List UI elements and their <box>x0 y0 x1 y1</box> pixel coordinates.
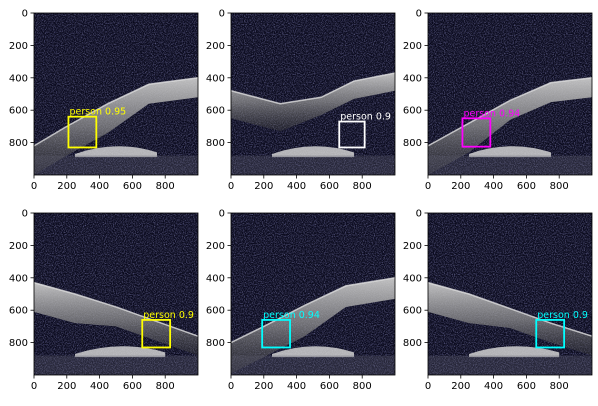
x-tick-label: 200 <box>57 381 76 392</box>
y-tick-label: 600 <box>206 306 225 317</box>
x-tick-label: 0 <box>425 381 431 392</box>
detection-box <box>67 115 98 149</box>
y-tick-label: 0 <box>22 209 28 220</box>
y-tick-label: 200 <box>206 41 225 52</box>
oct-grain <box>34 13 198 175</box>
detection-box <box>535 319 566 349</box>
axes-frame <box>427 12 593 176</box>
y-tick-label: 800 <box>206 138 225 149</box>
x-tick-label: 0 <box>31 181 37 192</box>
panel-r1c2: person 0.9 0 200 400 600 800 0 200 400 600 800 <box>206 9 396 192</box>
y-tick-label: 0 <box>22 9 28 20</box>
oct-grain <box>231 213 395 375</box>
y-tick-label: 0 <box>219 209 225 220</box>
y-tick-label: 400 <box>9 73 28 84</box>
panel-r2c1: person 0.9 0 200 400 600 800 0 200 400 600 800 <box>9 209 199 392</box>
y-tick-label: 200 <box>9 41 28 52</box>
y-tick-label: 800 <box>9 138 28 149</box>
x-tick-label: 200 <box>254 181 273 192</box>
y-tick-label: 800 <box>9 338 28 349</box>
x-tick-label: 600 <box>517 181 536 192</box>
y-tick-label: 0 <box>416 209 422 220</box>
y-tick-label: 400 <box>9 273 28 284</box>
axes-frame <box>230 212 396 376</box>
detection-box <box>261 319 291 349</box>
x-tick-label: 600 <box>123 381 142 392</box>
detection-label: person 0.94 <box>263 310 320 321</box>
x-tick-label: 200 <box>57 181 76 192</box>
x-tick-label: 800 <box>550 181 569 192</box>
panel-r1c1: person 0.95 0 200 400 600 800 0 200 400 600 800 <box>9 9 199 192</box>
x-tick-label: 400 <box>484 381 503 392</box>
detection-box <box>461 117 492 148</box>
panel-r2c2: person 0.94 0 200 400 600 800 0 200 400 600 800 <box>206 209 396 392</box>
y-tick-label: 0 <box>219 9 225 20</box>
x-tick-label: 0 <box>425 181 431 192</box>
x-tick-label: 0 <box>31 381 37 392</box>
y-tick-label: 600 <box>403 106 422 117</box>
oct-grain <box>428 213 592 375</box>
x-tick-label: 200 <box>254 381 273 392</box>
detection-label: person 0.9 <box>340 112 391 123</box>
x-tick-label: 400 <box>287 181 306 192</box>
y-tick-label: 400 <box>206 273 225 284</box>
y-tick-label: 200 <box>403 41 422 52</box>
y-tick-label: 400 <box>206 73 225 84</box>
detection-box <box>141 319 172 349</box>
y-tick-label: 600 <box>9 106 28 117</box>
axes-frame <box>33 212 199 376</box>
y-tick-label: 400 <box>403 73 422 84</box>
x-tick-label: 600 <box>320 181 339 192</box>
y-tick-label: 200 <box>9 241 28 252</box>
x-tick-label: 800 <box>353 181 372 192</box>
x-tick-label: 0 <box>228 381 234 392</box>
x-tick-label: 600 <box>123 181 142 192</box>
x-tick-label: 800 <box>156 381 175 392</box>
x-tick-label: 200 <box>451 381 470 392</box>
axes-frame <box>427 212 593 376</box>
y-tick-label: 800 <box>403 338 422 349</box>
detection-label: person 0.95 <box>69 107 126 118</box>
x-tick-label: 800 <box>550 381 569 392</box>
x-tick-label: 200 <box>451 181 470 192</box>
oct-grain <box>231 13 395 175</box>
y-tick-label: 0 <box>416 9 422 20</box>
detection-label: person 0.9 <box>537 310 588 321</box>
y-tick-label: 800 <box>206 338 225 349</box>
panel-r1c3: person 0.94 0 200 400 600 800 0 200 400 600 800 <box>403 9 593 192</box>
y-tick-label: 200 <box>403 241 422 252</box>
y-tick-label: 600 <box>206 106 225 117</box>
panels-layer: person 0.950 200 400 600 8000200400600800per… <box>9 9 593 392</box>
detection-label: person 0.9 <box>143 310 194 321</box>
oct-grain <box>428 13 592 175</box>
y-tick-label: 800 <box>403 138 422 149</box>
x-tick-label: 400 <box>90 381 109 392</box>
x-tick-label: 400 <box>287 381 306 392</box>
y-tick-label: 600 <box>9 306 28 317</box>
x-tick-label: 600 <box>320 381 339 392</box>
x-tick-label: 600 <box>517 381 536 392</box>
y-tick-label: 200 <box>206 241 225 252</box>
oct-grain <box>34 213 198 375</box>
x-tick-label: 400 <box>484 181 503 192</box>
y-tick-label: 400 <box>403 273 422 284</box>
x-tick-label: 800 <box>156 181 175 192</box>
detection-label: person 0.94 <box>463 108 520 119</box>
detection-box <box>338 120 366 149</box>
x-tick-label: 0 <box>228 181 234 192</box>
axes-frame <box>33 12 199 176</box>
axes-frame <box>230 12 396 176</box>
x-tick-label: 800 <box>353 381 372 392</box>
x-tick-label: 400 <box>90 181 109 192</box>
panel-r2c3: person 0.9 0 200 400 600 800 0 200 400 600 800 <box>403 209 593 392</box>
y-tick-label: 600 <box>403 306 422 317</box>
